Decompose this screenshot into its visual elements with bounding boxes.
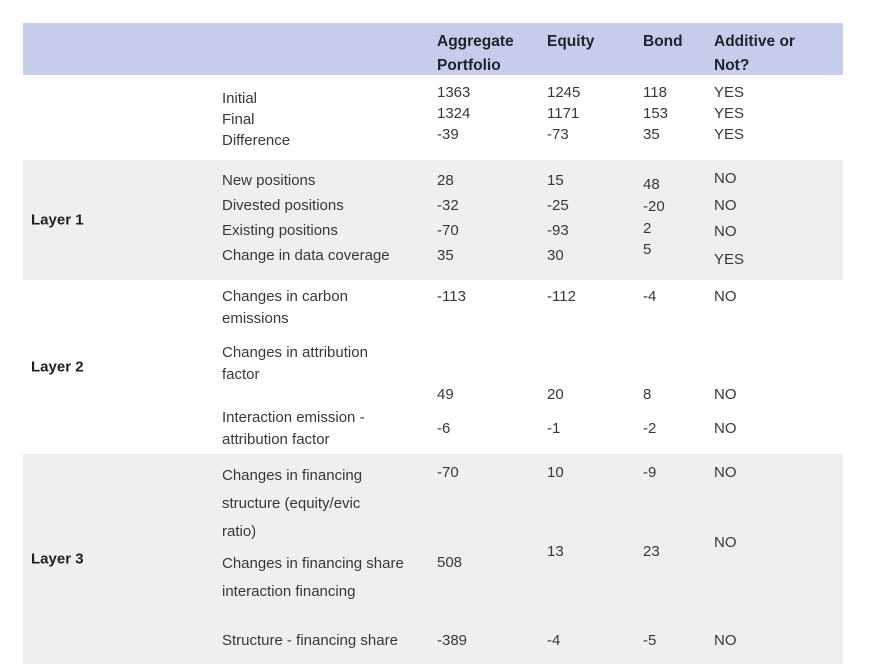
cell-bond: 2	[643, 220, 652, 237]
row-label: Changes in financing structure (equity/e…	[222, 467, 363, 540]
cell-aggregate: 1324	[437, 105, 471, 122]
cell-equity: 10	[547, 464, 564, 481]
row-label: Existing positions	[222, 222, 338, 239]
table-section-layer-1: Layer 1 New positions 28 15 48 NO Divest…	[23, 160, 843, 280]
cell-aggregate: -6	[437, 420, 451, 437]
table-row: Structure - financing share -389 -4 -5 N…	[222, 628, 843, 654]
table-row: Final 1324 1171 153 YES	[222, 104, 843, 128]
table-row: New positions 28 15 48 NO	[222, 170, 843, 195]
cell-additive: YES	[714, 251, 745, 268]
cell-additive: YES	[714, 84, 745, 101]
cell-aggregate: -389	[437, 632, 468, 649]
cell-additive: NO	[714, 464, 737, 481]
cell-aggregate: 508	[437, 554, 463, 571]
cell-bond: -5	[643, 632, 657, 649]
column-header-bond: Bond	[643, 23, 714, 54]
cell-bond: -4	[643, 288, 657, 305]
row-label: Structure - financing share	[222, 632, 398, 649]
column-header-label: Bond	[643, 33, 683, 50]
row-label: New positions	[222, 172, 316, 189]
row-label: Change in data coverage	[222, 247, 390, 264]
cell-additive: NO	[714, 288, 737, 305]
attribution-table: Aggregate Portfolio Equity Bond Additive…	[23, 23, 843, 664]
table-row: Divested positions -32 -25 -20 NO	[222, 195, 843, 220]
cell-bond: -9	[643, 464, 657, 481]
cell-bond: -20	[643, 198, 665, 215]
table-row: Changes in financing structure (equity/e…	[222, 462, 843, 550]
row-label: Difference	[222, 132, 291, 149]
column-header-equity: Equity	[547, 23, 643, 54]
row-label: Divested positions	[222, 197, 344, 214]
cell-equity: 15	[547, 172, 564, 189]
table-section-summary: Initial 1363 1245 118 YES Final 1324 117…	[23, 75, 843, 158]
table-row: Difference -39 -73 35 YES	[222, 125, 843, 149]
table-row: Existing positions -70 -93 2 NO	[222, 220, 843, 245]
cell-bond: 5	[643, 241, 652, 258]
row-label: Changes in carbon emissions	[222, 288, 348, 327]
cell-aggregate: -113	[437, 288, 466, 305]
cell-additive: YES	[714, 126, 745, 143]
cell-aggregate: -70	[437, 222, 459, 239]
cell-aggregate: -39	[437, 126, 459, 143]
cell-equity: -93	[547, 222, 569, 239]
table-section-layer-2: Layer 2 Changes in carbon emissions -113…	[23, 280, 843, 454]
cell-additive: NO	[714, 420, 737, 437]
cell-equity: -112	[547, 288, 576, 305]
row-label: Initial	[222, 90, 258, 107]
cell-additive: NO	[714, 170, 737, 187]
cell-bond: 23	[643, 543, 660, 560]
header-spacer-label	[222, 23, 437, 30]
layer-label: Layer 1	[31, 211, 84, 229]
cell-aggregate: 49	[437, 386, 454, 403]
cell-equity: -25	[547, 197, 569, 214]
row-label: Changes in financing share interaction f…	[222, 555, 404, 600]
column-header-label: Additive or Not?	[714, 33, 795, 74]
cell-additive: NO	[714, 534, 737, 551]
table-row: Interaction emission - attribution facto…	[222, 406, 843, 452]
cell-additive: YES	[714, 105, 745, 122]
cell-aggregate: -70	[437, 464, 459, 481]
cell-additive: NO	[714, 386, 737, 403]
table-row: Changes in carbon emissions -113 -112 -4…	[222, 286, 843, 342]
cell-equity: -73	[547, 126, 569, 143]
cell-equity: 1245	[547, 84, 581, 101]
cell-aggregate: 35	[437, 247, 454, 264]
column-header-additive-or-not: Additive or Not?	[714, 23, 843, 78]
table-header-row: Aggregate Portfolio Equity Bond Additive…	[23, 23, 843, 75]
cell-bond: 153	[643, 105, 669, 122]
cell-equity: 30	[547, 247, 564, 264]
row-label: Interaction emission - attribution facto…	[222, 409, 365, 448]
cell-bond: 8	[643, 386, 652, 403]
cell-bond: -2	[643, 420, 657, 437]
table-row: Changes in attribution factor 49 20 8 NO	[222, 342, 843, 406]
cell-equity: 1171	[547, 105, 580, 122]
table-row: Initial 1363 1245 118 YES	[222, 83, 843, 107]
layer-label: Layer 2	[31, 358, 84, 376]
table-row: Changes in financing share interaction f…	[222, 534, 843, 628]
cell-additive: NO	[714, 223, 737, 240]
cell-aggregate: -32	[437, 197, 459, 214]
table-section-layer-3: Layer 3 Changes in financing structure (…	[23, 454, 843, 664]
cell-equity: 20	[547, 386, 564, 403]
cell-bond: 48	[643, 176, 660, 193]
table-row: Change in data coverage 35 30 5 YES	[222, 241, 843, 270]
cell-aggregate: 1363	[437, 84, 471, 101]
cell-additive: NO	[714, 632, 737, 649]
cell-equity: -4	[547, 632, 561, 649]
cell-bond: 35	[643, 126, 660, 143]
row-label: Final	[222, 111, 255, 128]
cell-aggregate: 28	[437, 172, 454, 189]
cell-additive: NO	[714, 197, 737, 214]
cell-equity: 13	[547, 543, 564, 560]
header-spacer-layer	[23, 23, 222, 30]
column-header-label: Aggregate Portfolio	[437, 33, 514, 74]
column-header-label: Equity	[547, 33, 595, 50]
layer-label: Layer 3	[31, 550, 84, 568]
cell-bond: 118	[643, 84, 667, 101]
column-header-aggregate-portfolio: Aggregate Portfolio	[437, 23, 547, 78]
cell-equity: -1	[547, 420, 561, 437]
row-label: Changes in attribution factor	[222, 344, 368, 383]
